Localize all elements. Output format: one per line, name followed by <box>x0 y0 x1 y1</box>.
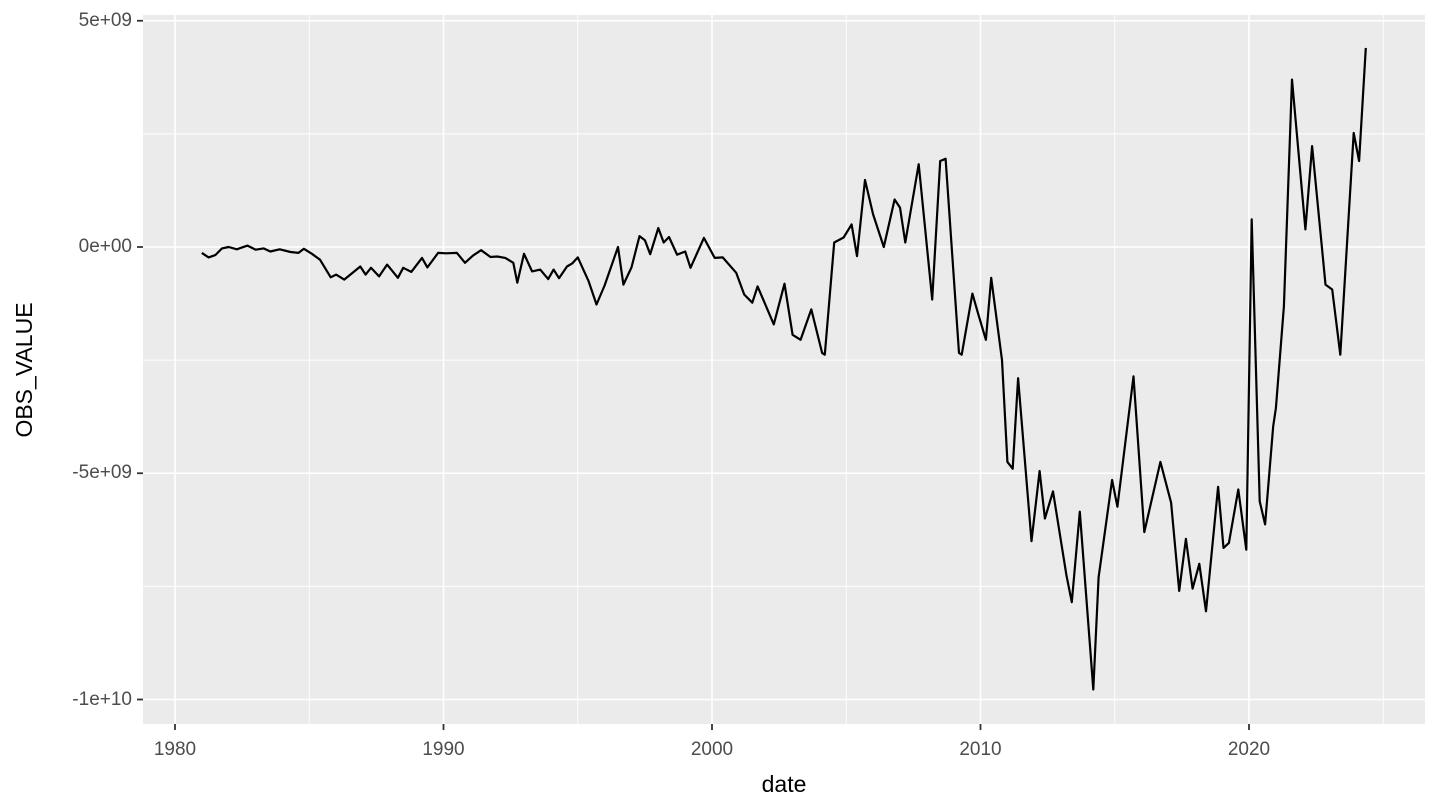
x-tick-label: 1990 <box>422 739 465 760</box>
x-tick-label: 2020 <box>1227 739 1271 760</box>
y-tick-label: 5e+09 <box>78 9 132 31</box>
y-tick-label: -5e+09 <box>72 462 132 484</box>
panel-background <box>143 15 1425 724</box>
x-tick-label: 2000 <box>690 739 734 760</box>
y-tick-label: 0e+00 <box>78 236 132 257</box>
y-axis-title: OBS_VALUE <box>11 302 37 438</box>
series-line <box>201 47 1367 691</box>
x-tick-label: 2010 <box>959 739 1002 760</box>
y-tick-label: -1e+10 <box>72 688 132 710</box>
x-tick-label: 1980 <box>153 739 197 760</box>
x-axis-title: date <box>761 771 807 797</box>
